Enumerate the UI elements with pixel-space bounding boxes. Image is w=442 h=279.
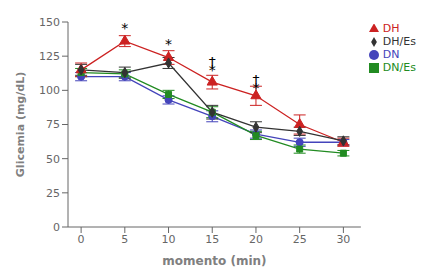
svg-text:*: * bbox=[252, 80, 259, 96]
svg-text:0: 0 bbox=[53, 221, 60, 234]
svg-text:125: 125 bbox=[39, 50, 60, 63]
svg-text:25: 25 bbox=[46, 187, 60, 200]
html-text:DN: DN bbox=[382, 48, 400, 61]
svg-text:0: 0 bbox=[78, 233, 85, 246]
svg-text:50: 50 bbox=[46, 153, 60, 166]
svg-text:*: * bbox=[209, 62, 216, 78]
svg-text:30: 30 bbox=[336, 233, 350, 246]
html-text:DH: DH bbox=[382, 22, 400, 35]
svg-text:Glicemia (mg/dL): Glicemia (mg/dL) bbox=[14, 72, 27, 177]
svg-text:75: 75 bbox=[46, 118, 60, 131]
svg-text:100: 100 bbox=[39, 84, 60, 97]
svg-text:15: 15 bbox=[205, 233, 219, 246]
svg-text:momento (min): momento (min) bbox=[162, 254, 266, 268]
svg-text:5: 5 bbox=[121, 233, 128, 246]
svg-text:20: 20 bbox=[249, 233, 263, 246]
svg-text:*: * bbox=[121, 20, 128, 36]
html-text:DN/Es: DN/Es bbox=[382, 61, 416, 74]
svg-text:10: 10 bbox=[162, 233, 176, 246]
svg-text:25: 25 bbox=[293, 233, 307, 246]
svg-text:150: 150 bbox=[39, 16, 60, 29]
html-text:DH/Es: DH/Es bbox=[382, 35, 416, 48]
svg-text:*: * bbox=[165, 36, 172, 52]
